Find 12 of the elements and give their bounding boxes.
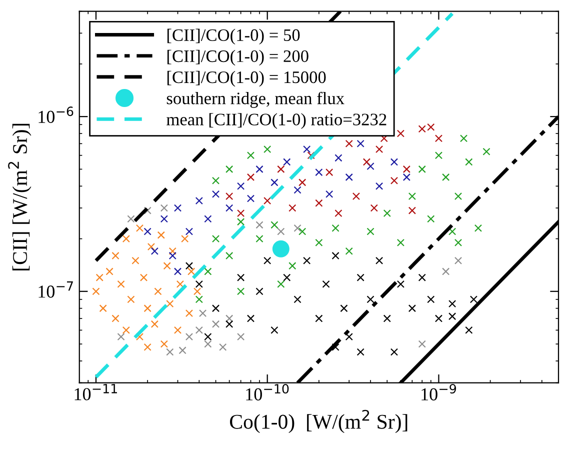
x-tick-label: 10$^{−11}$ — [74, 384, 117, 400]
y-tick-label: 10$^{−7}$ — [38, 281, 73, 298]
legend-label: southern ridge, mean flux — [166, 92, 344, 108]
legend-label: [CII]/CO(1-0) = 15000 — [167, 70, 326, 87]
x-tick-label: 10$^{−10}$ — [246, 384, 289, 400]
legend-label: [CII]/CO(1-0) = 200 — [167, 50, 308, 66]
y-tick-label: 10$^{−6}$ — [38, 106, 74, 123]
y-axis-title: [CII] [W/(m$^{2}$ Sr)] — [8, 124, 32, 270]
x-tick-label: 10$^{−9}$ — [422, 384, 456, 400]
x-axis-title: Co(1-0) [W/(m$^{2}$ Sr)] — [230, 410, 408, 434]
legend-label: [CII]/CO(1-0) = 50 — [167, 28, 300, 45]
legend-label: mean [CII]/CO(1-0) ratio=3232 — [166, 113, 386, 129]
